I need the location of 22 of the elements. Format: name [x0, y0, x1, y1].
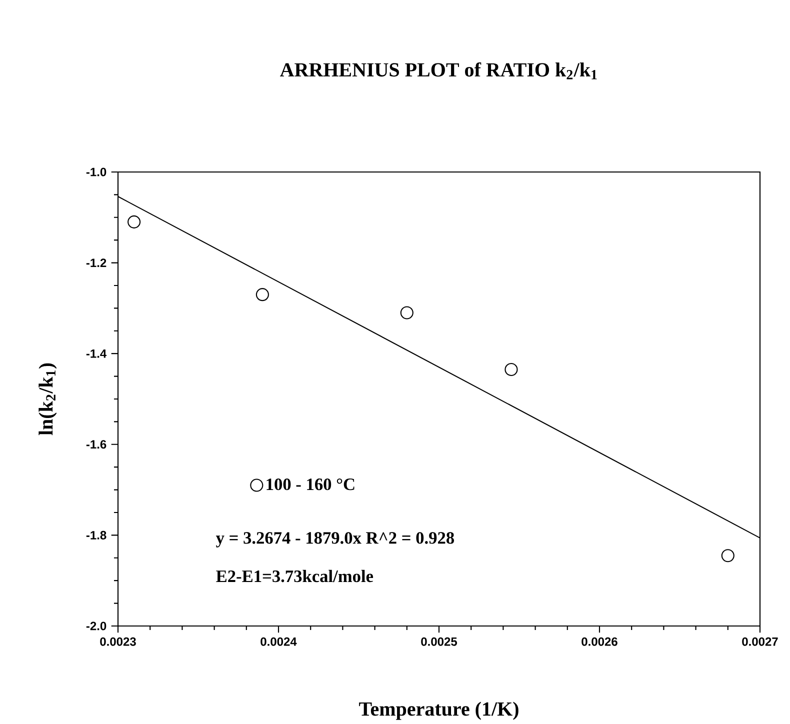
y-tick-label: -1.4	[86, 349, 107, 358]
x-tick-label: 0.0023	[100, 637, 136, 646]
y-axis-title: ln(k$_{2}$/k$_{1}$)	[38, 363, 57, 436]
y-tick-label: -1.0	[86, 168, 106, 176]
x-tick-label: 0.0026	[582, 637, 618, 646]
x-tick-label: 0.0025	[421, 637, 458, 646]
y-tick-label: -1.6	[86, 440, 106, 449]
x-tick-label: 0.0027	[742, 637, 778, 646]
y-tick-label: -1.2	[86, 258, 106, 267]
point	[256, 288, 269, 301]
x-axis-title: Temperature (1/K)	[359, 702, 518, 720]
y-tick-label: -2.0	[86, 622, 106, 630]
point	[128, 215, 141, 228]
legend-label: 100 - 160 °C	[266, 478, 354, 490]
annotation: E2-E1=3.73kcal/mole	[216, 570, 374, 582]
point	[504, 362, 518, 376]
point	[721, 548, 734, 562]
y-tick-label: -1.8	[86, 530, 106, 540]
annotation: y = 3.2674 - 1879.0x R^2 = 0.928	[216, 532, 454, 548]
x-tick-label: 0.0024	[260, 637, 297, 646]
point	[400, 306, 414, 320]
chart-title: ARRHENIUS PLOT of RATIO k$_{2}$/k$_{1}$	[280, 62, 597, 80]
